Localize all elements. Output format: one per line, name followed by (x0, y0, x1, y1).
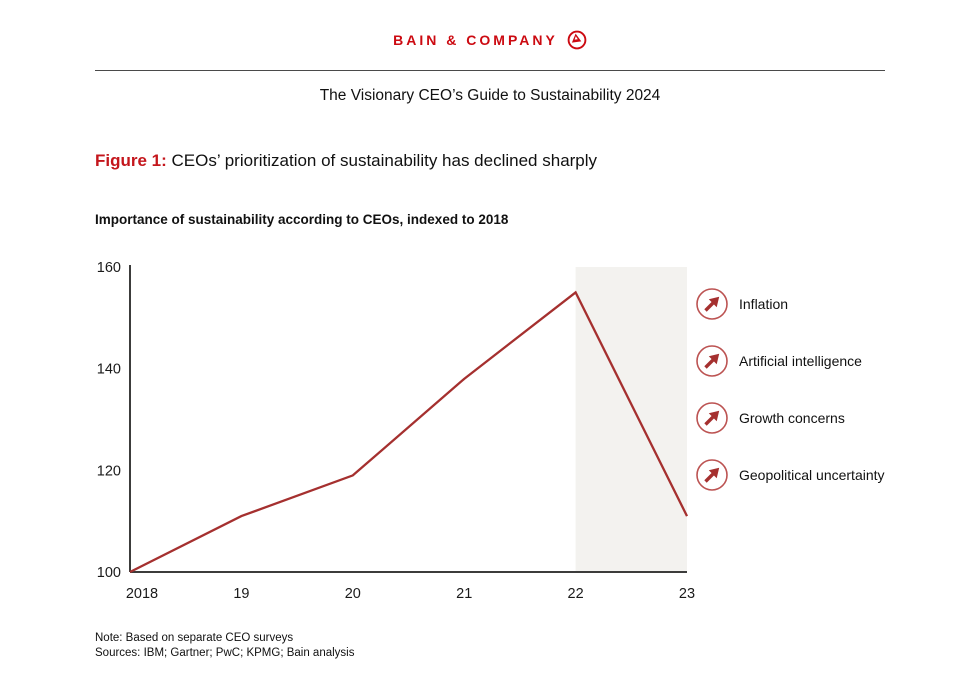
brand-name: BAIN & COMPANY (393, 32, 558, 48)
figure-number-label: Figure 1: (95, 151, 167, 170)
brand-header: BAIN & COMPANY (0, 30, 980, 50)
y-tick-label: 160 (97, 260, 121, 276)
x-tick-label: 19 (233, 586, 249, 602)
trend-up-arrow-icon (696, 288, 728, 320)
x-tick-label: 21 (456, 586, 472, 602)
y-tick-label: 120 (97, 463, 121, 479)
x-tick-label: 20 (345, 586, 361, 602)
legend-item: Inflation (696, 288, 885, 320)
line-chart: 100 120 140 160 2018 19 20 21 22 23 (97, 260, 695, 602)
legend-label: Inflation (739, 296, 789, 312)
figure-title-text: CEOs’ prioritization of sustainability h… (166, 151, 598, 170)
data-line (129, 290, 689, 574)
figure-title: Figure 1: CEOs’ prioritization of sustai… (95, 151, 597, 171)
x-tick-label: 2018 (126, 586, 158, 602)
chart-subtitle: Importance of sustainability according t… (95, 212, 509, 227)
sources-line: Sources: IBM; Gartner; PwC; KPMG; Bain a… (95, 646, 355, 659)
trend-up-arrow-icon (696, 345, 728, 377)
x-tick-label: 22 (568, 586, 584, 602)
x-tick-label: 23 (679, 586, 695, 602)
note-line: Note: Based on separate CEO surveys (95, 632, 294, 644)
legend-label: Geopolitical uncertainty (739, 467, 885, 483)
chart-legend: Inflation Artificial intelligence Grow (696, 288, 885, 491)
trend-up-arrow-icon (696, 402, 728, 434)
legend-item: Artificial intelligence (696, 345, 885, 377)
bain-compass-icon (567, 30, 587, 50)
legend-item: Geopolitical uncertainty (696, 459, 885, 491)
legend-label: Growth concerns (739, 410, 845, 426)
footnotes: Note: Based on separate CEO surveys Sour… (95, 631, 354, 660)
trend-up-arrow-icon (696, 459, 728, 491)
legend-label: Artificial intelligence (739, 353, 862, 369)
report-title: The Visionary CEO’s Guide to Sustainabil… (319, 87, 661, 104)
y-tick-label: 100 (97, 565, 121, 581)
legend-item: Growth concerns (696, 402, 885, 434)
y-tick-label: 140 (97, 362, 121, 378)
header-divider (95, 70, 885, 71)
highlight-band (575, 267, 687, 571)
